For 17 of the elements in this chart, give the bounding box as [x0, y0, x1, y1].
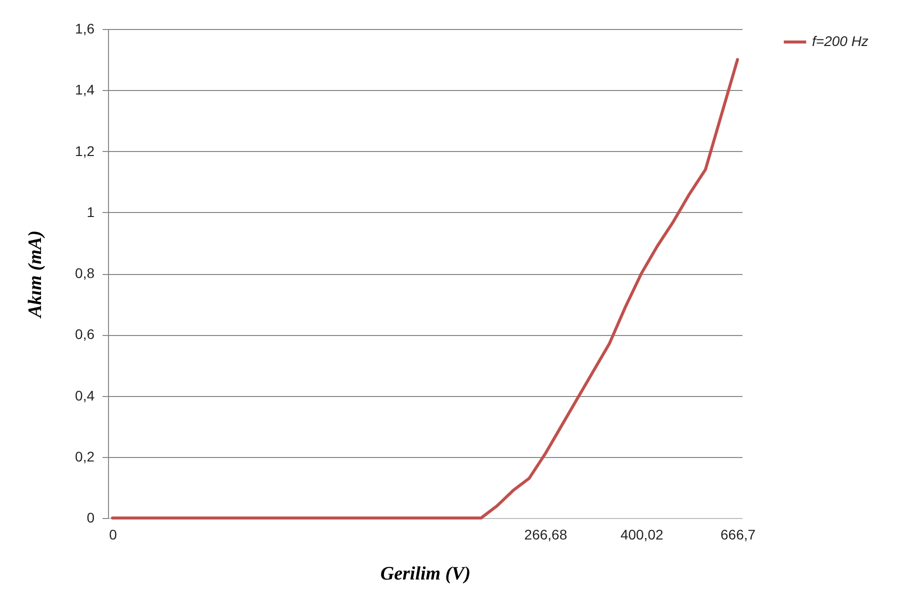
y-tick-label: 0,8: [75, 265, 95, 281]
y-tick-label: 1: [86, 204, 95, 220]
line-series: [110, 58, 740, 520]
y-tick-label: 1,6: [75, 20, 95, 36]
legend-label: f=200 Hz: [812, 33, 868, 49]
x-tick-label: 0: [109, 526, 118, 542]
x-tick-label: 400,02: [620, 526, 664, 542]
y-tick-label: 1,4: [75, 82, 95, 98]
y-tick-label: 0,4: [75, 387, 95, 404]
y-axis-title: Akım (mA): [25, 230, 46, 319]
y-tick-label: 0,2: [75, 448, 95, 464]
y-tick-label: 0,6: [75, 326, 95, 342]
y-tick-label: 1,2: [75, 142, 95, 159]
x-tick-label: 666,7: [720, 526, 756, 542]
x-tick-label: 266,68: [524, 526, 568, 542]
y-tick-label: 0: [86, 510, 95, 526]
x-axis-title: Gerilim (V): [380, 564, 471, 584]
